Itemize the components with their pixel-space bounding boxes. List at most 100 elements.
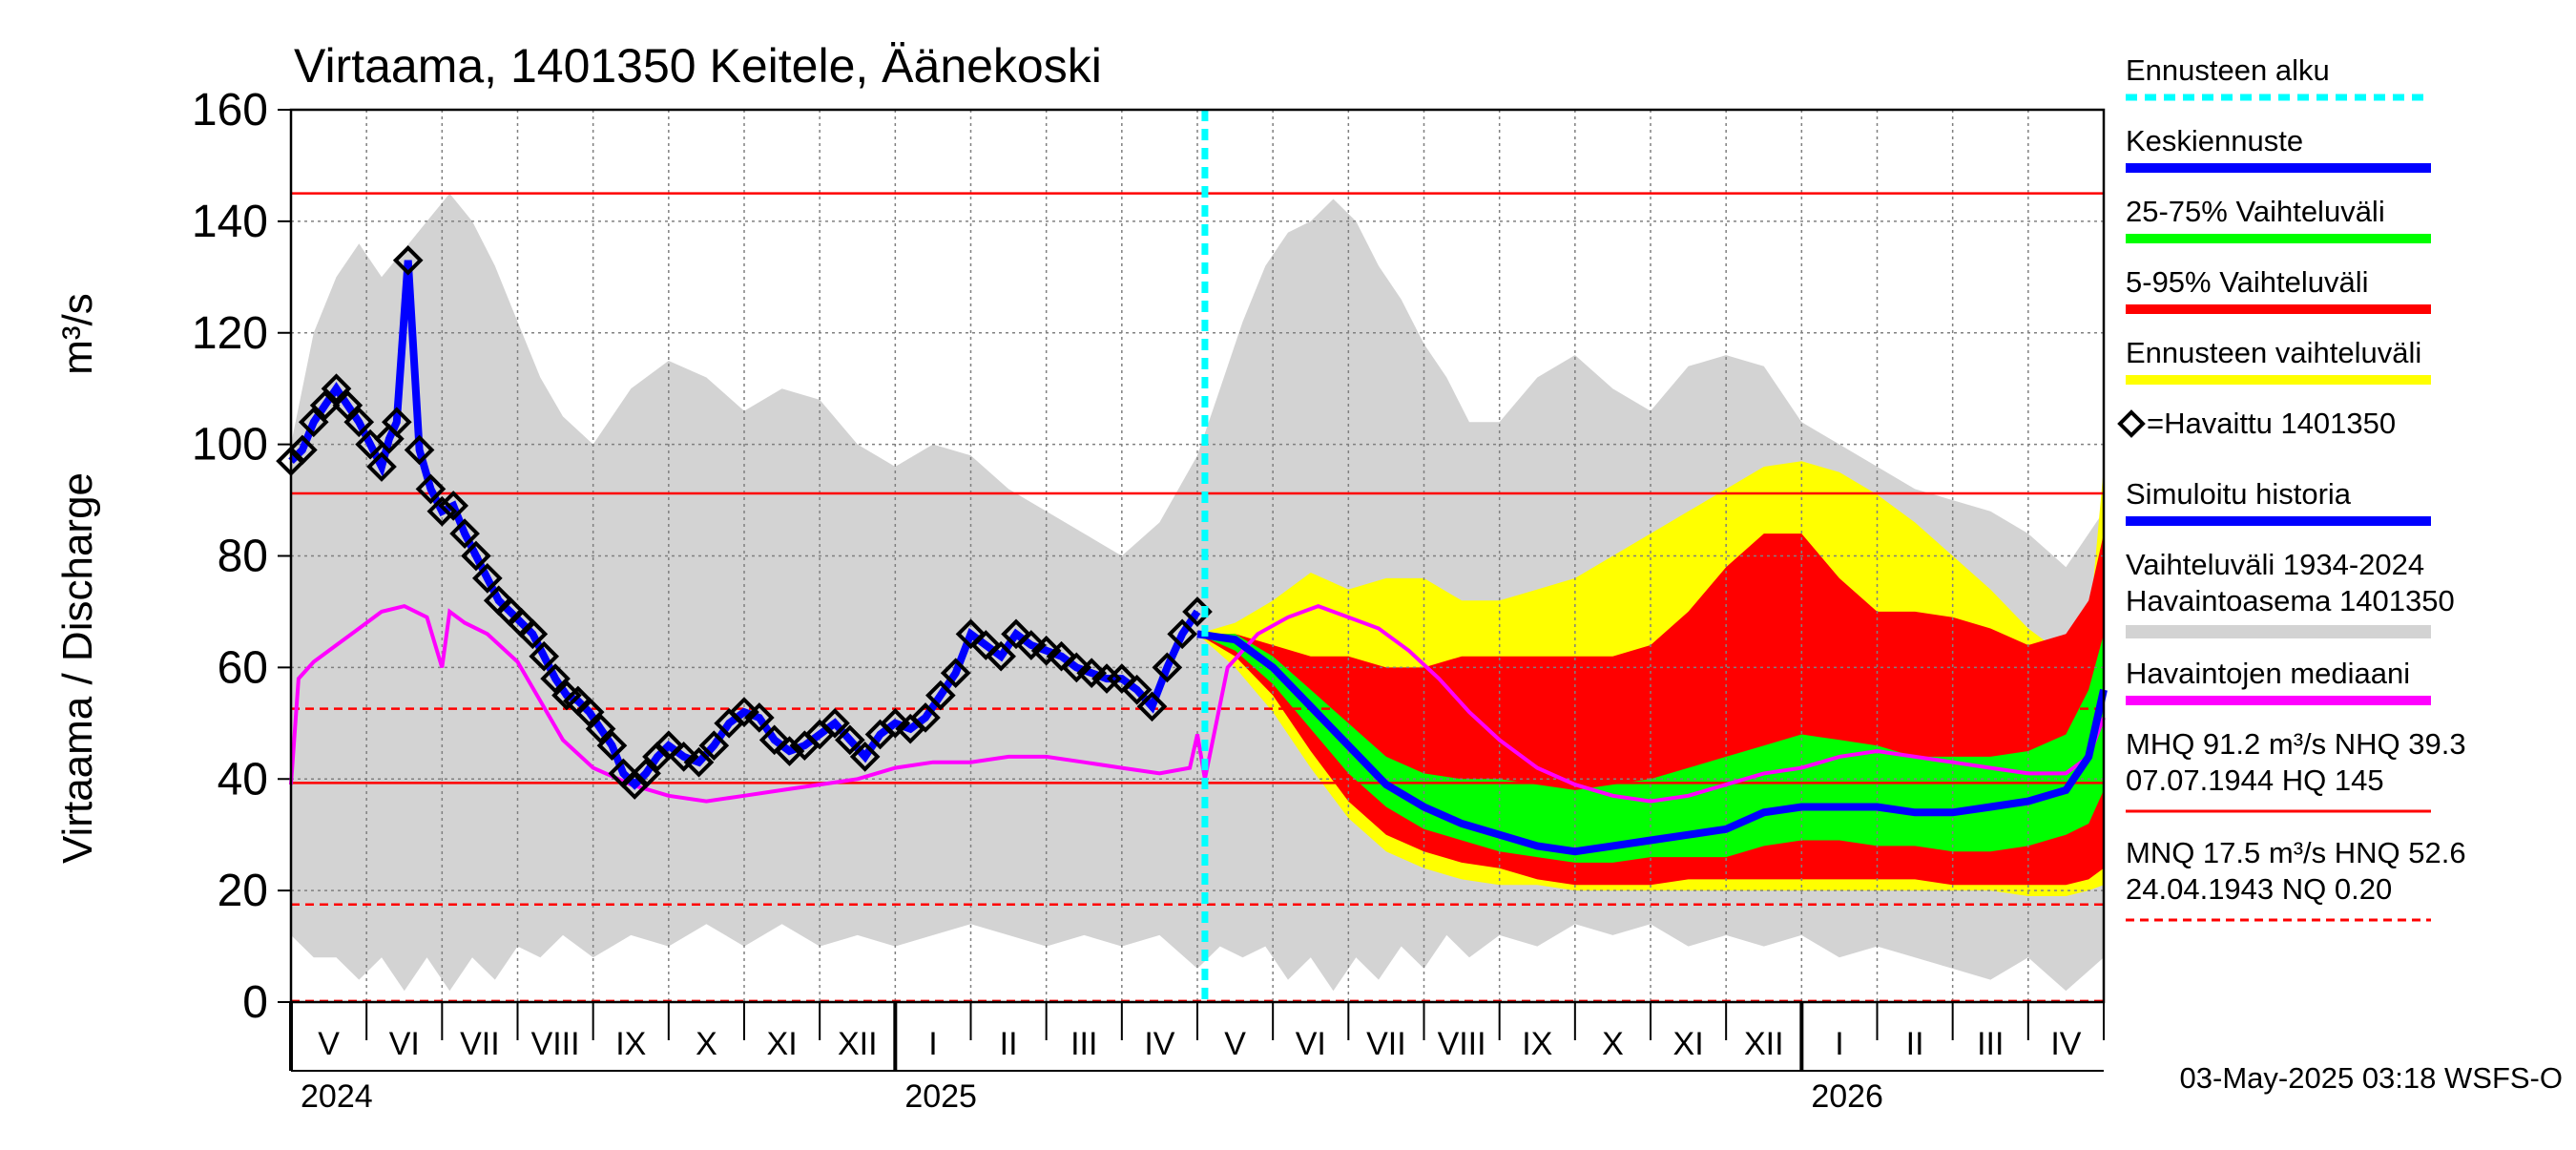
chart-title: Virtaama, 1401350 Keitele, Äänekoski — [294, 39, 1102, 93]
y-tick-label: 40 — [218, 754, 268, 805]
observed-point — [1001, 618, 1031, 650]
month-label: X — [696, 1026, 717, 1062]
month-label: IX — [1522, 1026, 1552, 1062]
month-label: XII — [1744, 1026, 1784, 1062]
observed-point — [698, 730, 730, 762]
legend-label: Simuloitu historia — [2126, 477, 2352, 511]
observed-point — [287, 434, 318, 466]
observed-point — [631, 758, 661, 789]
month-label: III — [1070, 1026, 1097, 1062]
observed-point — [849, 742, 881, 772]
y-tick-label: 60 — [218, 642, 268, 693]
month-label: V — [1224, 1026, 1246, 1062]
observed-point — [1030, 636, 1062, 666]
year-label: 2025 — [904, 1078, 977, 1115]
legend-item: Ennusteen vaihteluväli — [2126, 336, 2431, 385]
legend-item: 5-95% Vaihteluväli — [2126, 265, 2431, 314]
month-label: V — [318, 1026, 340, 1062]
legend-label-line2: 24.04.1943 NQ 0.20 — [2126, 872, 2392, 906]
month-label: XII — [838, 1026, 878, 1062]
y-tick-label: 80 — [218, 532, 268, 582]
median-line — [289, 603, 2106, 804]
observed-point — [729, 697, 759, 727]
y-tick-label: 160 — [192, 85, 268, 136]
observed-point — [332, 389, 364, 421]
observed-point — [758, 724, 790, 756]
observed-point — [1152, 652, 1183, 683]
observed-point — [343, 407, 375, 438]
legend-item: Simuloitu historia — [2126, 477, 2431, 526]
legend-marker — [2117, 409, 2146, 438]
month-label: IV — [1144, 1026, 1174, 1062]
observed-point — [1121, 674, 1153, 705]
observed-point — [1076, 658, 1107, 689]
footer-timestamp: 03-May-2025 03:18 WSFS-O — [2180, 1061, 2563, 1095]
month-label: IX — [615, 1026, 646, 1062]
month-label: III — [1977, 1026, 2004, 1062]
observed-point — [683, 746, 715, 778]
observed-point — [940, 658, 971, 689]
month-label: VI — [389, 1026, 420, 1062]
legend: Ennusteen alku Keskiennuste 25-75% Vaihtel… — [2117, 53, 2466, 922]
observed-point — [910, 702, 941, 733]
observed-point — [529, 640, 560, 672]
observed-point — [461, 540, 491, 572]
month-label: XI — [767, 1026, 798, 1062]
observed-point — [654, 730, 684, 762]
month-label: II — [1000, 1026, 1018, 1062]
observed-point — [517, 618, 549, 650]
observed-point — [309, 389, 341, 421]
legend-label: Ennusteen vaihteluväli — [2126, 336, 2421, 369]
month-label: VII — [1366, 1026, 1406, 1062]
legend-label-line2: Havaintoasema 1401350 — [2126, 584, 2455, 617]
observed-point — [820, 707, 850, 739]
observed-point — [321, 373, 352, 405]
legend-label: Havaintojen mediaani — [2126, 657, 2410, 690]
month-label: I — [1835, 1026, 1843, 1062]
month-label: I — [928, 1026, 937, 1062]
legend-label: 25-75% Vaihteluväli — [2126, 195, 2385, 228]
observed-point — [404, 434, 435, 466]
observed-point — [426, 495, 458, 527]
observed-point — [366, 451, 397, 482]
legend-item: Ennusteen alku — [2126, 53, 2431, 101]
observed-point — [415, 473, 447, 505]
year-label: 2026 — [1811, 1078, 1883, 1115]
observed-point — [573, 697, 605, 727]
observed-point — [392, 244, 424, 276]
legend-label-line2: 07.07.1944 HQ 145 — [2126, 763, 2384, 797]
observed-point — [880, 707, 911, 739]
observed-point — [1136, 691, 1168, 722]
legend-item: Havaintojen mediaani — [2126, 657, 2431, 705]
legend-label: Ennusteen alku — [2126, 53, 2330, 87]
y-tick-label: 120 — [192, 308, 268, 359]
legend-label: MNQ 17.5 m³/s HNQ 52.6 — [2126, 836, 2466, 869]
month-label: VIII — [1438, 1026, 1486, 1062]
observed-point — [596, 730, 628, 762]
month-label: VI — [1296, 1026, 1326, 1062]
legend-label: MHQ 91.2 m³/s NHQ 39.3 — [2126, 727, 2466, 761]
observed-point — [1167, 618, 1197, 650]
observed-point — [449, 518, 480, 549]
legend-label: 5-95% Vaihteluväli — [2126, 265, 2368, 299]
y-tick-label: 20 — [218, 866, 268, 916]
forecast-mean-line — [1196, 630, 2108, 856]
legend-item: MNQ 17.5 m³/s HNQ 52.624.04.1943 NQ 0.20 — [2126, 836, 2466, 922]
observed-point — [1016, 630, 1047, 660]
observed-point — [438, 491, 469, 521]
y-tick-label: 0 — [242, 977, 268, 1028]
legend-item: 25-75% Vaihteluväli — [2126, 195, 2431, 243]
observed-point — [540, 663, 571, 694]
observed-point — [986, 640, 1016, 672]
observed-point — [925, 680, 956, 711]
observed-point — [835, 724, 865, 756]
month-label: X — [1602, 1026, 1624, 1062]
month-label: VII — [460, 1026, 500, 1062]
legend-item: MHQ 91.2 m³/s NHQ 39.307.07.1944 HQ 145 — [2126, 727, 2466, 813]
observed-point — [970, 630, 1002, 660]
y-tick-label: 100 — [192, 420, 268, 470]
observed-point — [298, 407, 329, 438]
